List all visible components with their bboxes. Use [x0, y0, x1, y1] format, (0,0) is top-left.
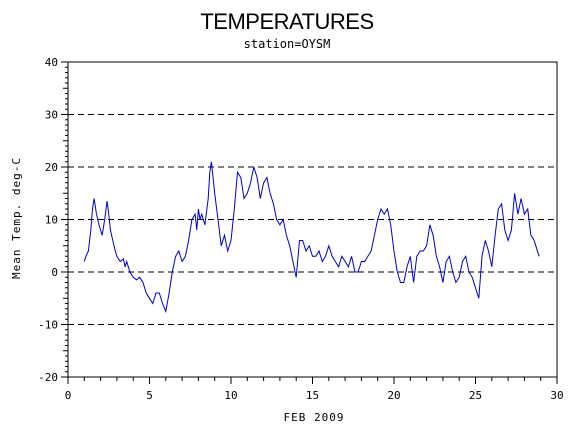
x-tick-label: 10	[224, 389, 237, 402]
x-tick-label: 30	[550, 389, 563, 402]
y-tick-label: 30	[45, 109, 58, 122]
y-tick-label: -20	[38, 371, 58, 384]
x-tick-label: 20	[387, 389, 400, 402]
y-tick-label: 20	[45, 161, 58, 174]
x-tick-label: 15	[306, 389, 319, 402]
x-axis-label: FEB 2009	[284, 411, 345, 424]
x-axis: 0 5 10 15 20 25 30	[65, 377, 564, 402]
x-tick-label: 5	[146, 389, 153, 402]
plot-frame	[67, 61, 558, 378]
chart-title: TEMPERATURES	[200, 9, 373, 34]
grid-lines	[68, 61, 557, 378]
y-tick-label: 40	[45, 56, 58, 69]
y-axis-label: Mean Temp. deg-C	[10, 157, 23, 279]
x-tick-label: 0	[65, 389, 72, 402]
y-tick-label: 0	[51, 266, 58, 279]
y-tick-label: 10	[45, 214, 58, 227]
y-axis: -20 -10 0 10 20 30 40	[38, 56, 68, 384]
y-tick-label: -10	[38, 319, 58, 332]
chart-subtitle: station=OYSM	[244, 37, 331, 51]
temperature-series-line	[83, 161, 540, 314]
x-tick-label: 25	[469, 389, 482, 402]
